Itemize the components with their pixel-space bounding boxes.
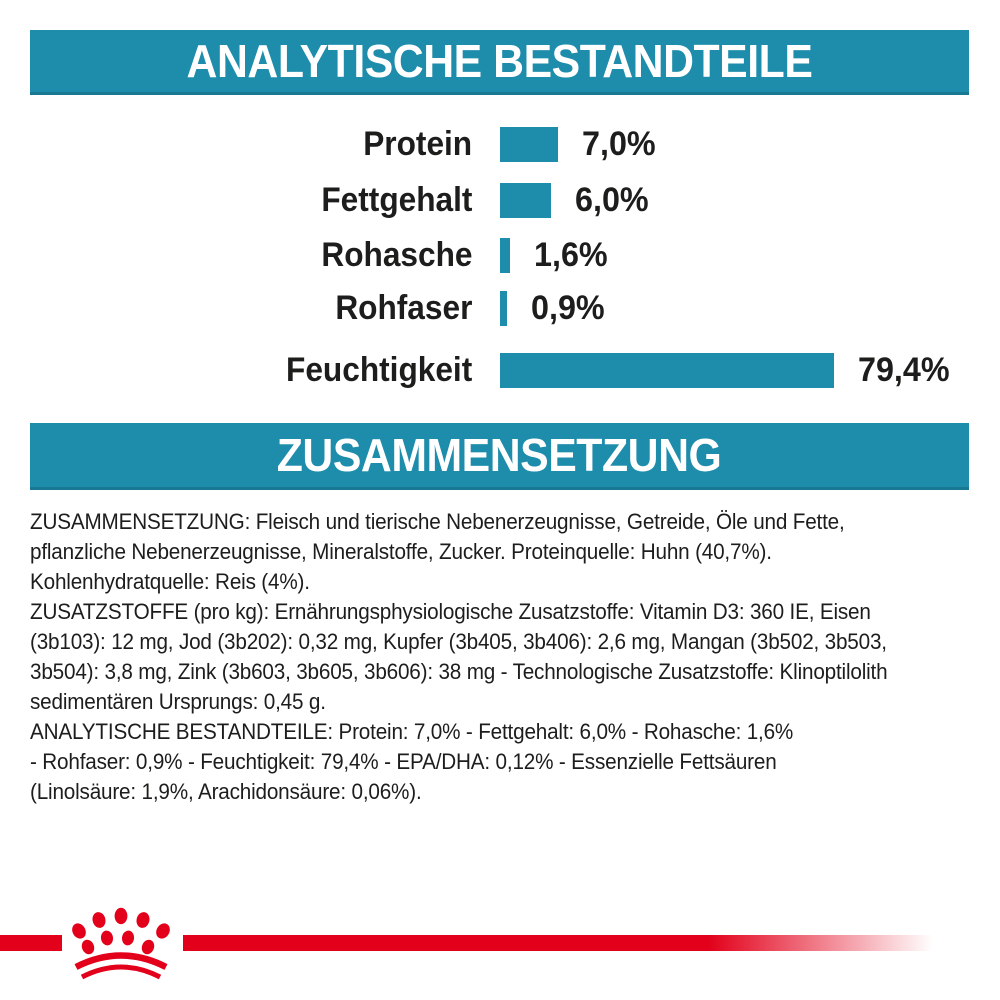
chart-bar: [500, 183, 551, 218]
chart-row: Rohasche 1,6%: [0, 238, 1000, 273]
chart-category-label: Rohasche: [0, 238, 472, 273]
footer-red-bar-left: [0, 935, 62, 951]
chart-value-label-text: 79,4%: [858, 351, 950, 389]
chart-value-label-text: 1,6%: [534, 236, 608, 274]
chart-category-label-text: Fettgehalt: [320, 181, 472, 219]
chart-category-label: Rohfaser: [0, 291, 472, 326]
chart-bar: [500, 353, 834, 388]
composition-text-block: ZUSAMMENSETZUNG: Fleisch und tierische N…: [30, 507, 968, 807]
composition-paragraph: ZUSATZSTOFFE (pro kg): Ernährungsphysiol…: [30, 597, 968, 717]
chart-category-label-text: Feuchtigkeit: [285, 351, 472, 389]
chart-category-label-text: Rohasche: [320, 236, 472, 274]
chart-row: Feuchtigkeit 79,4%: [0, 353, 1000, 388]
chart-category-label: Protein: [0, 127, 472, 162]
chart-row: Rohfaser 0,9%: [0, 291, 1000, 326]
chart-value-label: 79,4%: [858, 353, 954, 388]
chart-bar: [500, 238, 510, 273]
analytical-constituents-banner: ANALYTISCHE BESTANDTEILE: [30, 30, 969, 95]
chart-category-label-text: Rohfaser: [334, 289, 472, 327]
footer-red-bar-right-gradient: [183, 935, 933, 951]
chart-category-label-text: Protein: [363, 125, 472, 163]
chart-value-label-text: 7,0%: [582, 125, 656, 163]
chart-bar: [500, 291, 507, 326]
composition-paragraph: ANALYTISCHE BESTANDTEILE: Protein: 7,0% …: [30, 717, 968, 807]
chart-row: Fettgehalt 6,0%: [0, 183, 1000, 218]
composition-text-line: - Rohfaser: 0,9% - Feuchtigkeit: 79,4% -…: [30, 749, 777, 774]
composition-text-line: ZUSATZSTOFFE (pro kg): Ernährungsphysiol…: [30, 599, 871, 624]
analytical-constituents-chart: Protein 7,0% Fettgehalt 6,0% Rohasche 1,6% Roh…: [0, 0, 1000, 420]
chart-value-label-text: 0,9%: [531, 289, 605, 327]
chart-value-label: 1,6%: [534, 238, 612, 273]
chart-row: Protein 7,0%: [0, 127, 1000, 162]
royal-canin-paw-crown-logo-icon: [72, 907, 170, 980]
composition-text-line: (3b103): 12 mg, Jod (3b202): 0,32 mg, Ku…: [30, 629, 887, 654]
composition-text-line: pflanzliche Nebenerzeugnisse, Mineralsto…: [30, 539, 772, 564]
chart-value-label-text: 6,0%: [575, 181, 649, 219]
chart-value-label: 6,0%: [575, 183, 653, 218]
composition-text-line: 3b504): 3,8 mg, Zink (3b603, 3b605, 3b60…: [30, 659, 888, 684]
composition-text-line: ANALYTISCHE BESTANDTEILE: Protein: 7,0% …: [30, 719, 794, 744]
analytical-constituents-title: ANALYTISCHE BESTANDTEILE: [186, 35, 813, 87]
composition-title: ZUSAMMENSETZUNG: [277, 429, 722, 481]
chart-value-label: 0,9%: [531, 291, 609, 326]
composition-text-line: sedimentären Ursprungs: 0,45 g.: [30, 689, 326, 714]
composition-text-line: Kohlenhydratquelle: Reis (4%).: [30, 569, 310, 594]
composition-paragraph: ZUSAMMENSETZUNG: Fleisch und tierische N…: [30, 507, 968, 597]
chart-bar: [500, 127, 558, 162]
composition-text-line: ZUSAMMENSETZUNG: Fleisch und tierische N…: [30, 509, 845, 534]
chart-value-label: 7,0%: [582, 127, 660, 162]
chart-category-label: Fettgehalt: [0, 183, 472, 218]
chart-category-label: Feuchtigkeit: [0, 353, 472, 388]
composition-text-line: (Linolsäure: 1,9%, Arachidonsäure: 0,06%…: [30, 779, 422, 804]
composition-banner: ZUSAMMENSETZUNG: [30, 423, 969, 490]
